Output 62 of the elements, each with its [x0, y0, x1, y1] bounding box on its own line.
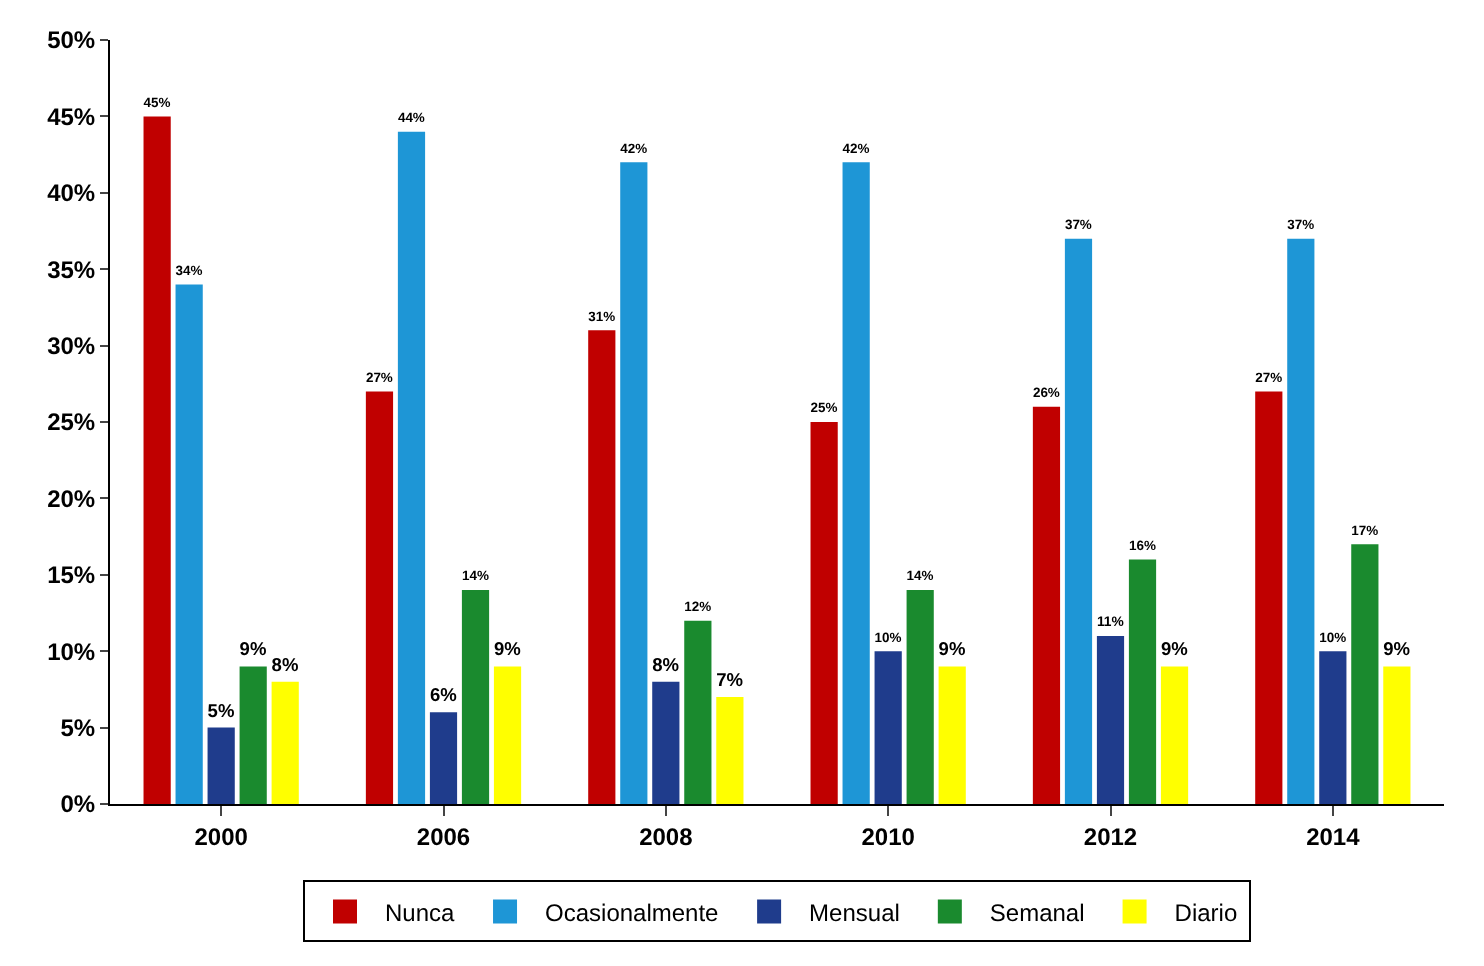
bar: [397, 131, 426, 804]
bar: [1351, 544, 1379, 804]
bar: [716, 697, 744, 804]
bar: [1064, 238, 1093, 804]
bar: [175, 284, 203, 804]
legend-label: Mensual: [809, 898, 900, 927]
bar: [1255, 391, 1283, 804]
legend-label: Nunca: [385, 898, 456, 927]
legend-label: Ocasionalmente: [545, 898, 720, 927]
y-tick-label: 30%: [47, 332, 96, 360]
legend-label: Diario: [1174, 898, 1238, 927]
data-label: 8%: [271, 654, 299, 675]
x-tick-label: 2012: [1083, 822, 1138, 851]
data-label: 7%: [716, 669, 744, 690]
bar: [365, 391, 394, 804]
y-tick-label: 15%: [47, 561, 96, 590]
y-tick-label: 0%: [60, 790, 96, 819]
x-tick-label: 2006: [416, 822, 471, 851]
data-label: 9%: [1160, 639, 1188, 660]
y-tick-label: 25%: [47, 408, 96, 437]
bar: [842, 162, 870, 804]
bar: [1383, 666, 1411, 804]
bar: [461, 590, 490, 804]
data-label: 9%: [239, 639, 267, 660]
y-tick-label: 5%: [60, 714, 96, 742]
bar: [1128, 559, 1157, 804]
bar: [1319, 651, 1347, 804]
bar: [874, 651, 902, 804]
bar: [906, 590, 934, 804]
y-tick-label: 50%: [47, 26, 96, 55]
bar: [143, 116, 171, 804]
data-label: 8%: [652, 654, 680, 675]
y-tick-label: 20%: [47, 484, 96, 513]
bar: [1096, 635, 1125, 804]
bar: [938, 666, 966, 804]
bar: [1287, 238, 1315, 804]
data-label: 9%: [938, 639, 966, 660]
x-tick-label: 2008: [639, 822, 694, 851]
y-tick-label: 10%: [47, 637, 96, 666]
x-tick-label: 2014: [1306, 822, 1361, 851]
y-tick-label: 45%: [47, 102, 96, 131]
bar: [620, 162, 648, 804]
data-label: 9%: [1383, 639, 1411, 660]
y-tick-label: 40%: [47, 179, 96, 208]
bar: [429, 712, 458, 804]
bar: [684, 620, 712, 804]
bar: [239, 666, 267, 804]
bar: [271, 681, 299, 804]
bar: [493, 666, 522, 804]
bar: [810, 422, 838, 804]
bar: [207, 727, 235, 804]
legend-label: Semanal: [989, 898, 1085, 927]
data-label: 6%: [429, 685, 457, 706]
y-tick-label: 35%: [47, 255, 96, 284]
bar: [588, 330, 616, 804]
bar: [1160, 666, 1189, 804]
bar: [652, 681, 680, 804]
x-tick-label: 2010: [861, 822, 916, 851]
data-label: 9%: [493, 639, 521, 660]
x-tick-label: 2000: [194, 822, 249, 851]
bar: [1032, 406, 1061, 804]
data-label: 5%: [207, 700, 235, 721]
